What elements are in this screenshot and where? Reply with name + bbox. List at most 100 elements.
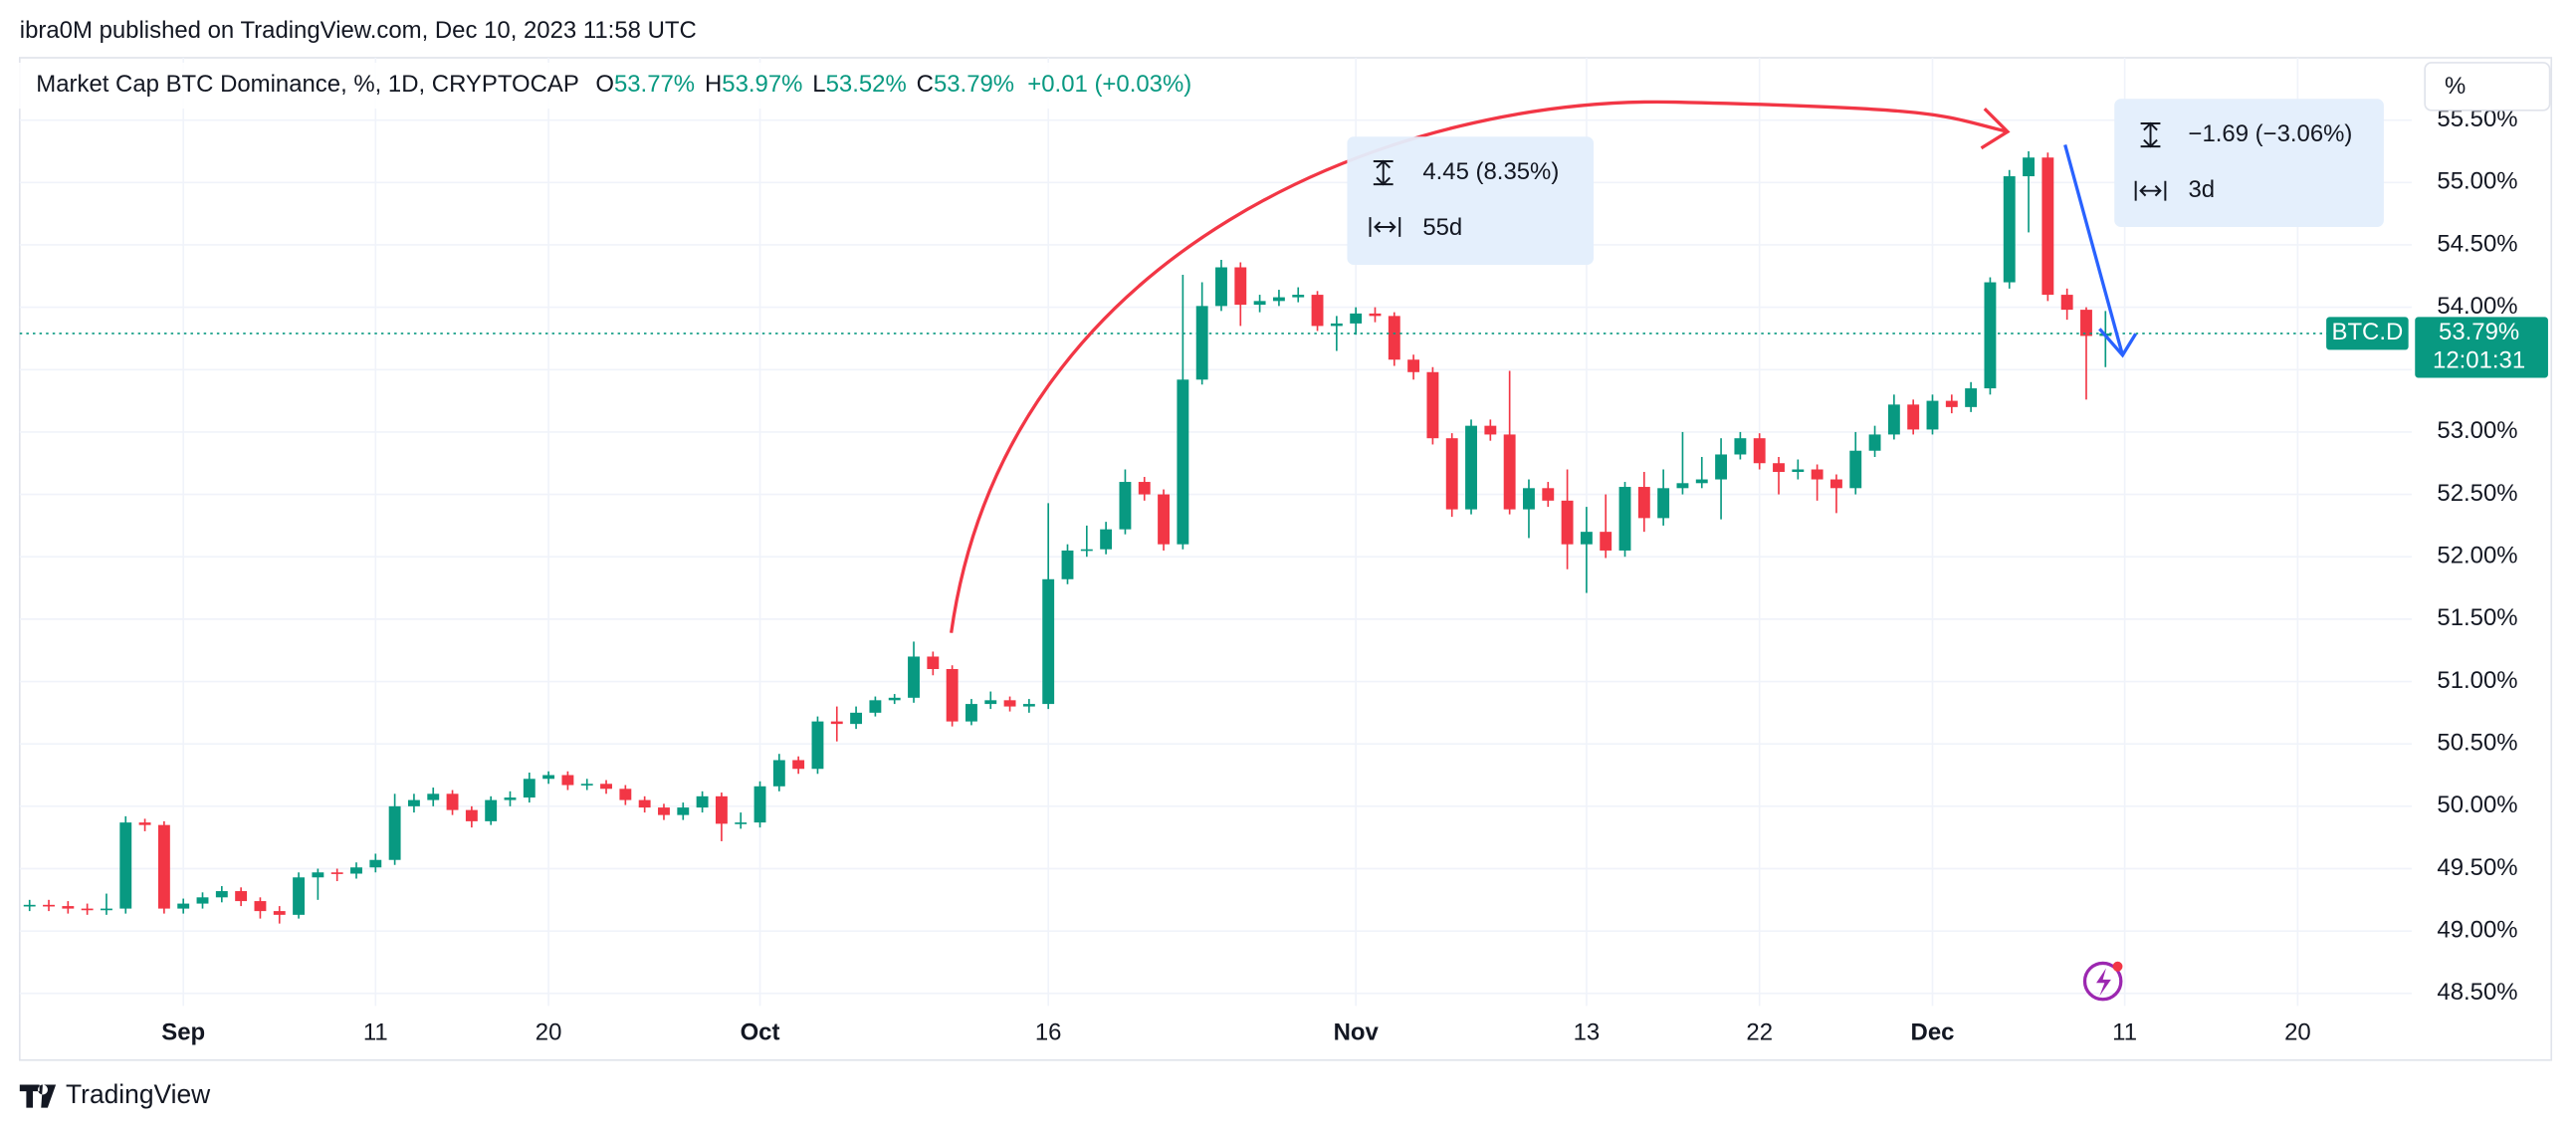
date-range-icon	[1369, 217, 1401, 237]
candle-body	[715, 795, 728, 824]
candle-body	[869, 700, 882, 713]
candle-body	[1042, 578, 1055, 705]
candle-body	[1792, 469, 1805, 473]
candle-body	[658, 807, 670, 815]
candle-body	[2023, 157, 2035, 177]
candle-body	[138, 822, 151, 825]
drawings: 4.45 (8.35%) 55d −1.69 (−3.06%) 3d	[950, 99, 2384, 1002]
candle-body	[1811, 469, 1824, 480]
countdown-label: 12:01:31	[2433, 346, 2525, 373]
candle-body	[908, 656, 920, 698]
candle-body	[677, 807, 690, 815]
candle-body	[1926, 400, 1939, 430]
y-tick-label: 54.50%	[2437, 230, 2517, 257]
candle-body	[1965, 388, 1978, 407]
candle-body	[101, 908, 112, 911]
candle-body	[1253, 301, 1266, 306]
candle-body	[523, 779, 536, 798]
candle-body	[1158, 494, 1170, 545]
y-tick-label: 51.50%	[2437, 604, 2517, 631]
candle-body	[273, 911, 286, 915]
candle-body	[1234, 267, 1247, 306]
candle-body	[1061, 550, 1074, 579]
overlay: Market Cap BTC Dominance, %, 1D, CRYPTOC…	[16, 62, 2551, 1109]
candle-body	[1003, 700, 1016, 707]
x-tick-label: Oct	[741, 1019, 780, 1046]
candle-body	[600, 784, 612, 790]
candle-body	[811, 721, 824, 770]
scale-button[interactable]	[2424, 62, 2551, 112]
alert-icon[interactable]	[2082, 961, 2123, 1002]
candle-body	[119, 822, 132, 909]
brand-name: TradingView	[66, 1079, 211, 1109]
candle-body	[1600, 532, 1612, 551]
alert-dot	[2112, 961, 2123, 972]
candle-body	[177, 903, 190, 909]
candle-body	[1868, 434, 1881, 451]
arrow-head	[1980, 107, 2011, 150]
candle-body	[1407, 359, 1420, 372]
symbol-tag	[2326, 317, 2409, 350]
measure-span: 55d	[1422, 214, 1462, 241]
x-tick-label: Nov	[1334, 1019, 1380, 1046]
candle-body	[1215, 267, 1227, 307]
candle-body	[1195, 306, 1208, 380]
price-range-icon	[2140, 121, 2161, 148]
candle-body	[792, 760, 805, 770]
y-tick-label: 52.00%	[2437, 543, 2517, 569]
ohlc-label: L	[812, 71, 825, 98]
candle-body	[1829, 479, 1842, 489]
y-tick-label: 50.50%	[2437, 730, 2517, 757]
y-tick-label: 48.50%	[2437, 979, 2517, 1006]
publish-info: ibra0M published on TradingView.com, Dec…	[20, 17, 697, 44]
alert-bolt	[2096, 968, 2111, 997]
candle-body	[43, 904, 55, 907]
candle-body	[1426, 371, 1439, 439]
candle-body	[312, 872, 324, 878]
x-tick-label: Dec	[1911, 1019, 1955, 1046]
scale-button-label[interactable]: %	[2445, 73, 2466, 100]
y-tick-label: 53.00%	[2437, 417, 2517, 444]
candle-body	[350, 867, 362, 874]
candle-body	[1177, 379, 1189, 545]
x-tick-label: 11	[2112, 1019, 2137, 1046]
candle-body	[1580, 532, 1593, 545]
candle-body	[1369, 313, 1382, 317]
candle-body	[1676, 483, 1689, 489]
ohlc-label: O	[595, 71, 614, 98]
y-tick-label: 54.00%	[2437, 293, 2517, 320]
candle-body	[1887, 404, 1900, 435]
candle-body	[1311, 295, 1324, 327]
candle-body	[1138, 482, 1151, 495]
candle-body	[1292, 295, 1305, 298]
candle-body	[1907, 404, 1920, 430]
candle-body	[407, 799, 420, 806]
candle-body	[196, 897, 209, 904]
candle-body	[62, 906, 75, 909]
candle-body	[1445, 438, 1458, 510]
ohlc-change: +0.01 (+0.03%)	[1027, 71, 1191, 98]
candle-body	[1022, 704, 1035, 707]
date-range-icon	[2134, 180, 2167, 201]
candle-body	[772, 760, 785, 787]
candle-body	[927, 656, 940, 670]
candle-body	[1849, 450, 1862, 489]
x-tick-label: 20	[2284, 1019, 2311, 1046]
arrow-head	[2098, 328, 2138, 358]
measure-change: 4.45 (8.35%)	[1422, 158, 1559, 185]
symbol-tag-label: BTC.D	[2331, 319, 2403, 345]
candle-body	[157, 824, 170, 909]
candle-body	[1080, 549, 1093, 552]
y-tick-label: 51.00%	[2437, 667, 2517, 694]
candle-body	[2060, 295, 2073, 311]
y-tick-label: 49.00%	[2437, 916, 2517, 943]
ohlc-value: 53.52%	[826, 71, 907, 98]
candle-body	[619, 789, 632, 800]
candle-body	[446, 793, 459, 810]
legend-bg	[16, 62, 1265, 110]
x-tick-label: 11	[363, 1019, 388, 1046]
candle-body	[830, 721, 843, 725]
candle-body	[696, 795, 709, 808]
candle-body	[293, 877, 306, 915]
candle-body	[2080, 310, 2092, 337]
